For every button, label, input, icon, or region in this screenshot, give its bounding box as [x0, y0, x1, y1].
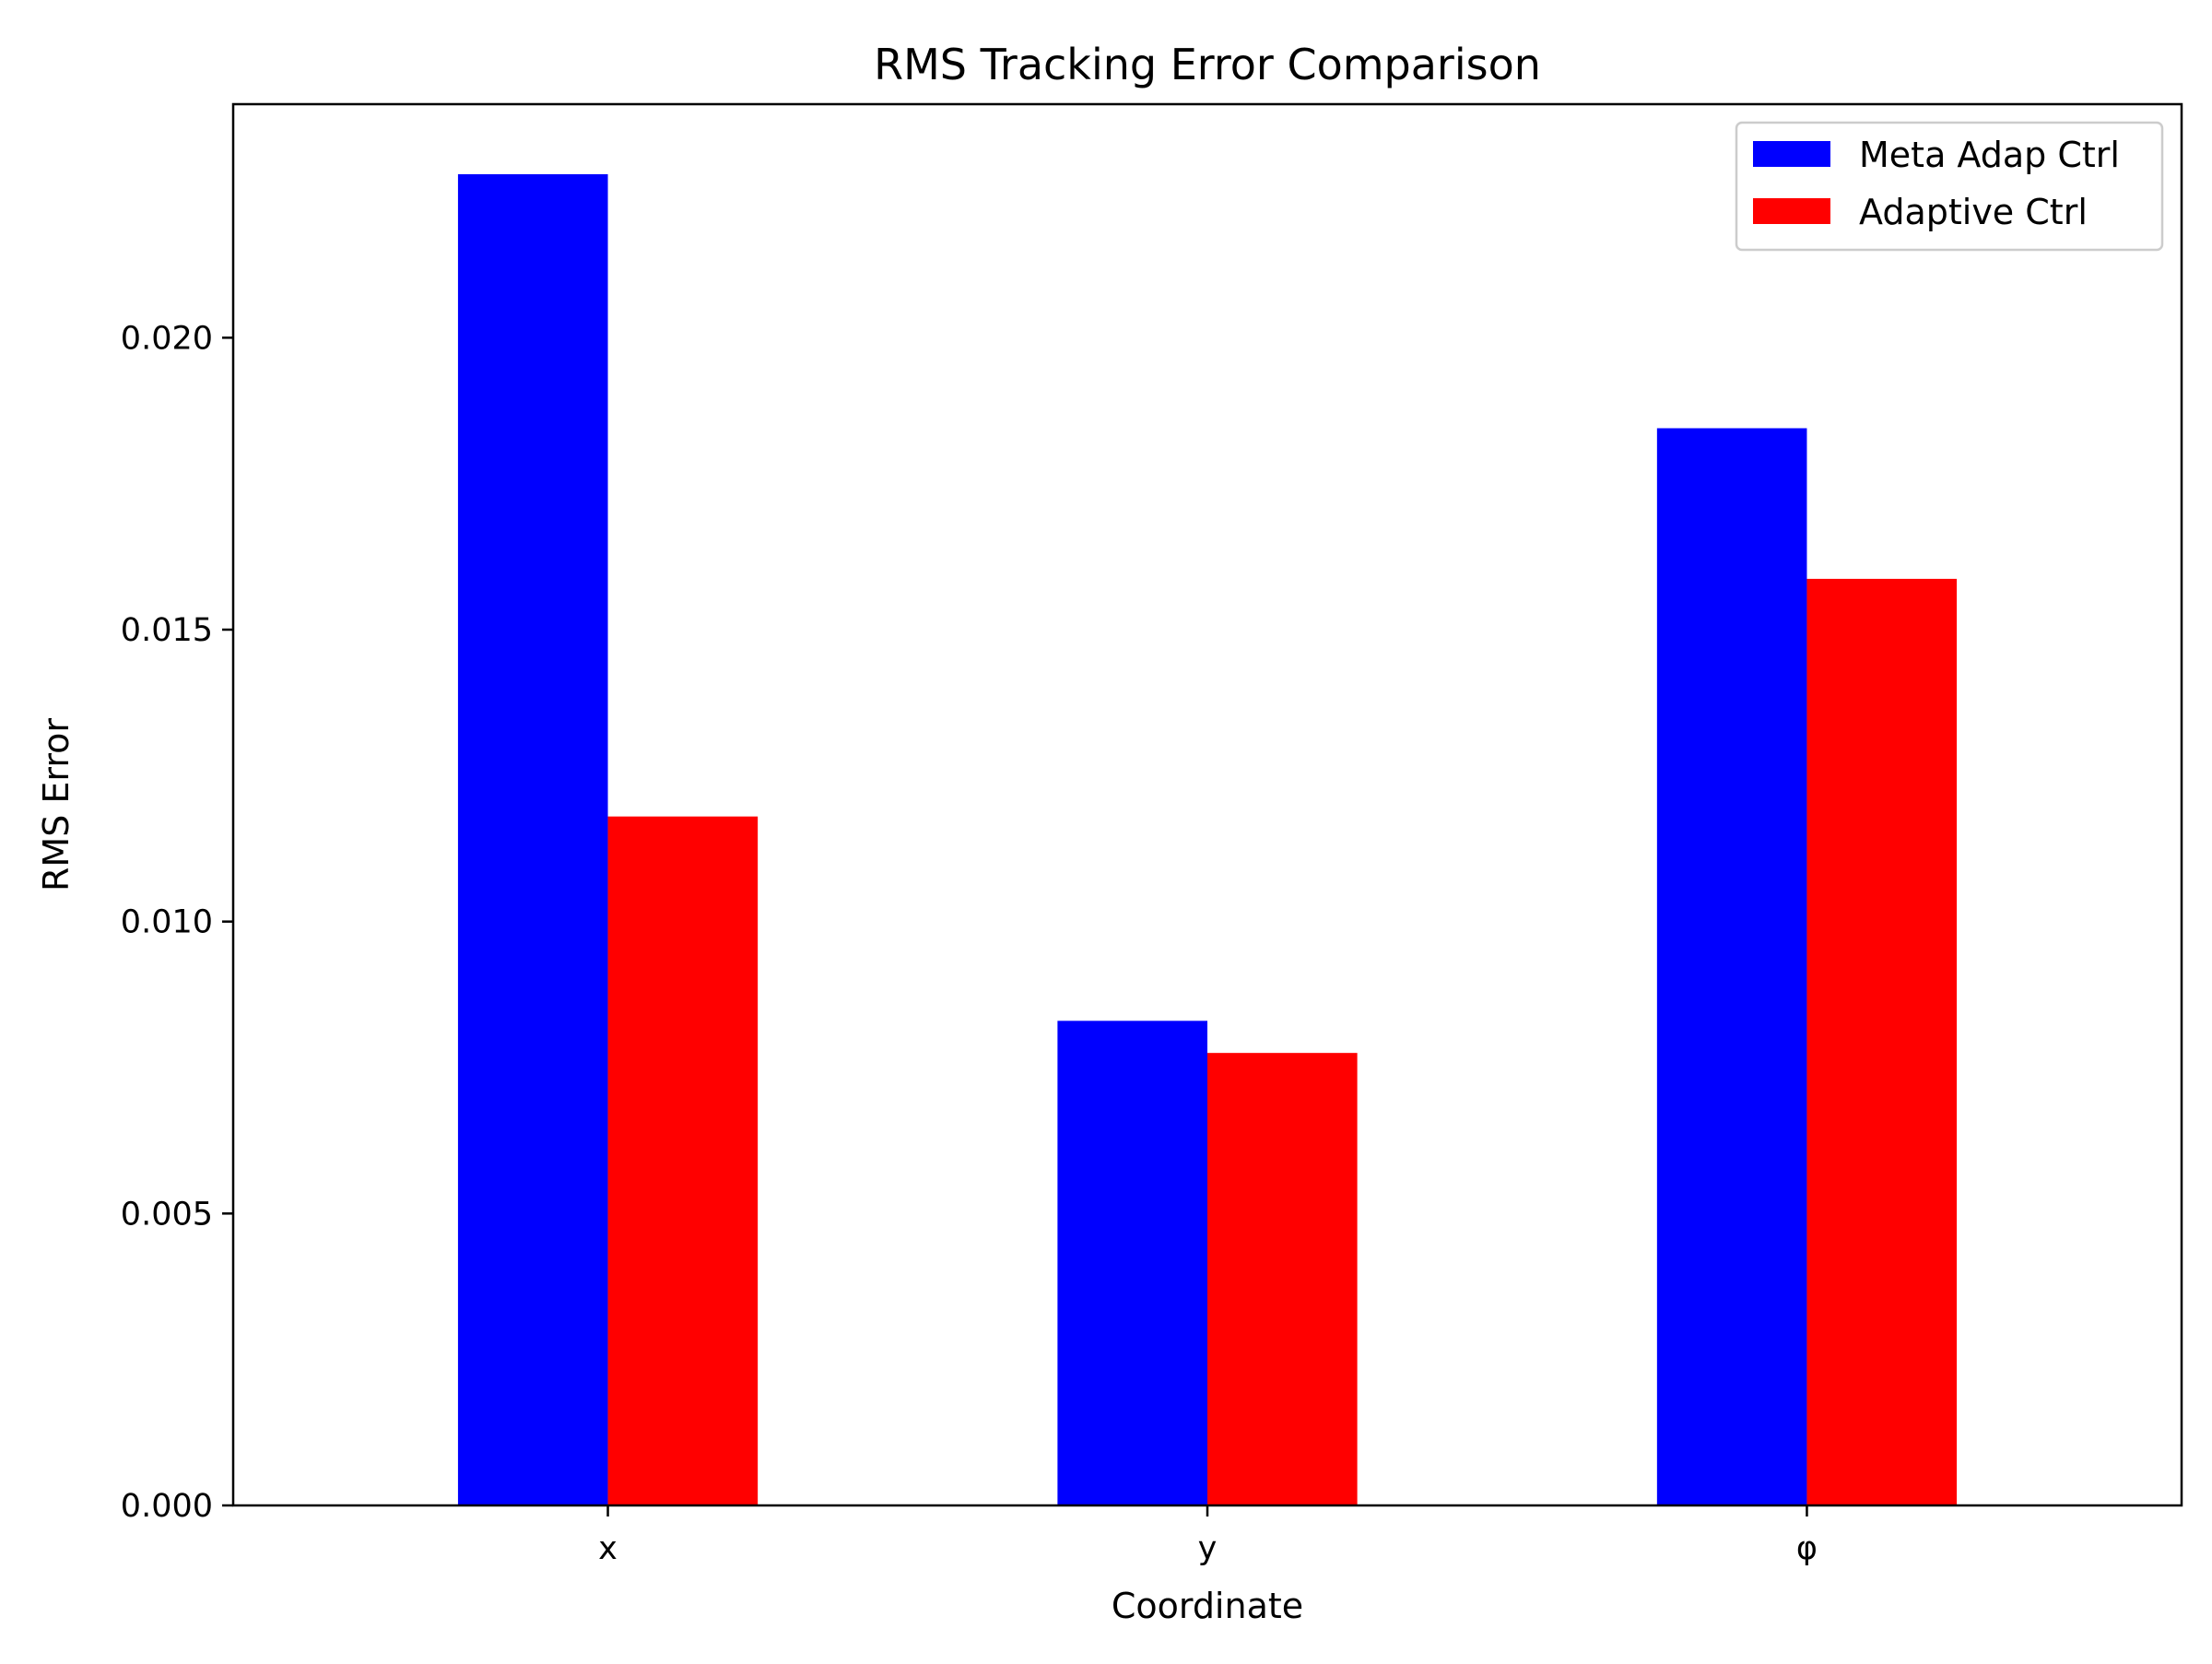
bar-adaptive-ctrl-1	[1207, 1053, 1358, 1505]
y-tick-label: 0.000	[121, 1488, 213, 1525]
y-axis-ticks: 0.000 0.005 0.010 0.015 0.020	[121, 320, 233, 1525]
legend-swatch	[1753, 141, 1830, 167]
bar-meta-adap-ctrl-2	[1656, 428, 1807, 1505]
legend: Meta Adap Ctrl Adaptive Ctrl	[1735, 121, 2164, 252]
y-tick-label: 0.015	[121, 612, 213, 649]
y-tick-label: 0.010	[121, 904, 213, 941]
legend-label: Meta Adap Ctrl	[1859, 135, 2120, 175]
legend-box	[1735, 121, 2164, 252]
plot-frame	[231, 102, 2183, 1507]
bars	[457, 174, 1958, 1505]
x-axis-label: Coordinate	[1112, 1586, 1303, 1626]
x-tick-label: φ	[1796, 1530, 1818, 1567]
legend-swatch	[1753, 198, 1830, 224]
bar-adaptive-ctrl-2	[1806, 578, 1958, 1505]
bar-meta-adap-ctrl-0	[457, 174, 608, 1505]
chart-title: RMS Tracking Error Comparison	[874, 40, 1541, 89]
legend-label: Adaptive Ctrl	[1859, 192, 2088, 232]
x-tick-label: y	[1198, 1530, 1218, 1567]
y-axis-label: RMS Error	[36, 718, 76, 891]
y-tick-label: 0.020	[121, 320, 213, 357]
y-tick-label: 0.005	[121, 1196, 213, 1233]
bar-meta-adap-ctrl-1	[1057, 1021, 1207, 1505]
bar-adaptive-ctrl-0	[607, 816, 759, 1505]
x-tick-label: x	[598, 1530, 618, 1567]
